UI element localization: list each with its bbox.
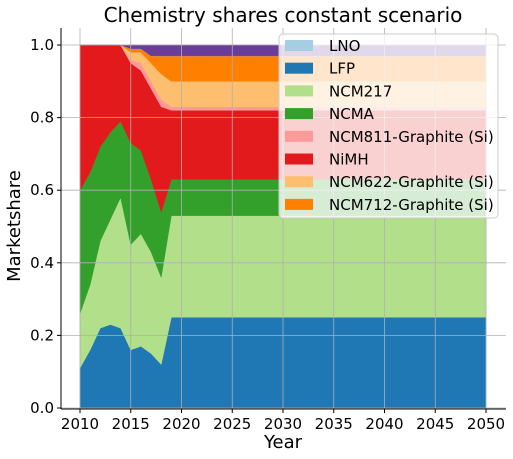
legend-swatch [285,85,313,97]
legend-swatch [285,198,313,210]
legend-label: LNO [329,37,360,55]
legend-swatch [285,40,313,51]
x-tick-label: 2050 [467,415,505,433]
legend-label: NCM712-Graphite (Si) [329,196,494,214]
legend-swatch [285,153,313,165]
x-tick-label: 2030 [264,415,302,433]
y-axis-label: Marketshare [4,170,25,282]
legend-label: NCM811-Graphite (Si) [329,128,494,146]
legend: LNO LFP NCM217 NCMA NCM811-Graphite (Si) NiMH… [278,33,499,219]
x-axis-label: Year [263,432,303,453]
x-tick-label: 2045 [416,415,454,433]
legend-label: NiMH [329,151,369,169]
y-tick-label: 0.4 [30,254,54,272]
legend-label: NCM217 [329,82,392,100]
legend-items: LNO LFP NCM217 NCMA NCM811-Graphite (Si) NiMH… [285,37,494,214]
legend-box [278,33,499,219]
legend-label: NCMA [329,105,375,123]
x-tick-label: 2035 [315,415,353,433]
x-tick-label: 2015 [112,415,150,433]
y-tick-label: 1.0 [30,36,54,54]
legend-swatch [285,130,313,142]
legend-swatch [285,176,313,188]
y-tick-label: 0.6 [30,181,54,199]
x-tick-label: 2010 [61,415,99,433]
legend-label: LFP [329,60,355,78]
x-tick-label: 2025 [213,415,251,433]
x-tick-label: 2040 [365,415,403,433]
y-tick-label: 0.2 [30,326,54,344]
y-tick-label: 0.0 [30,399,54,417]
x-tick-label: 2020 [162,415,200,433]
legend-swatch [285,62,313,74]
y-tick-label: 0.8 [30,109,54,127]
ticks-layer: 2010 2015 2020 2025 2030 2035 2040 2045 2050 0.0 0… [30,36,505,433]
legend-swatch [285,108,313,120]
legend-label: NCM622-Graphite (Si) [329,173,494,191]
chart-title: Chemistry shares constant scenario [104,3,463,27]
